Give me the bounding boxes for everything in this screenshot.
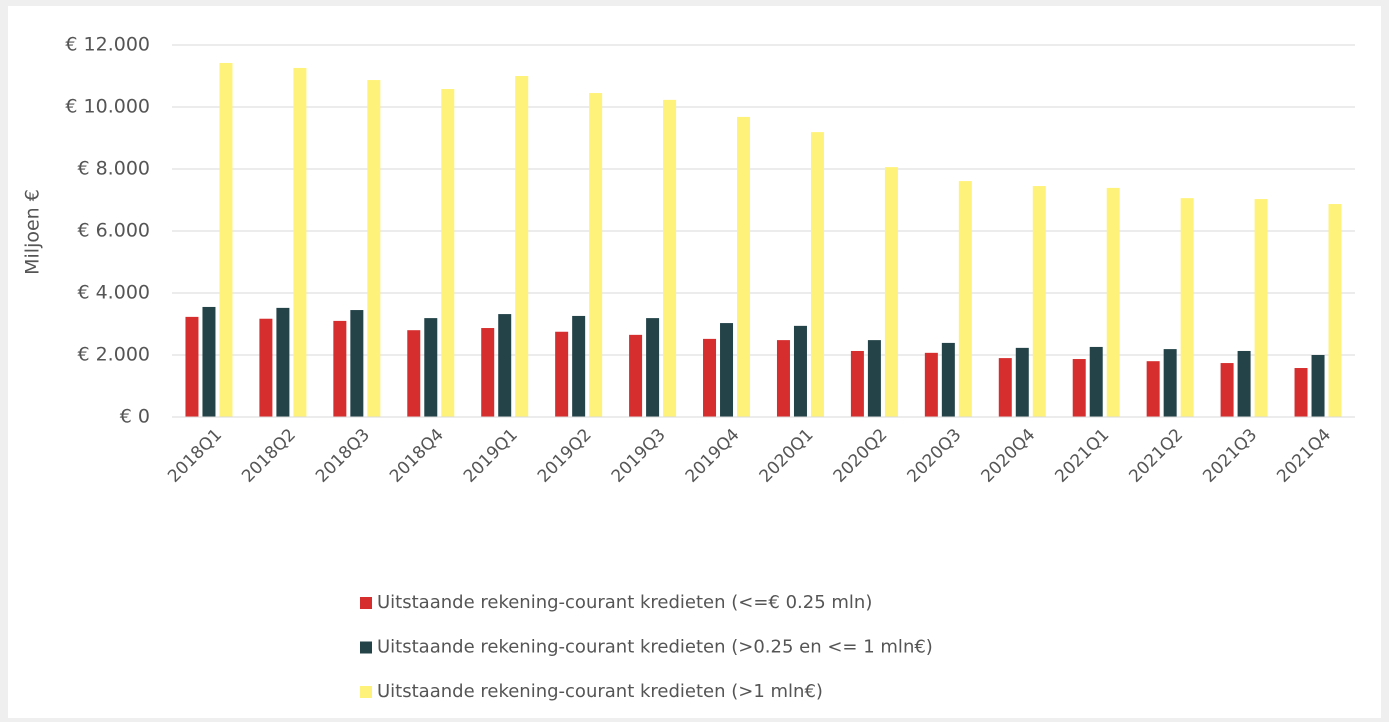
y-tick-label: € 8.000 bbox=[77, 158, 150, 180]
legend-label: Uitstaande rekening-courant kredieten (>… bbox=[377, 681, 823, 702]
bar bbox=[407, 330, 421, 417]
bar bbox=[776, 340, 790, 417]
bar bbox=[515, 76, 529, 417]
bar bbox=[867, 340, 881, 417]
bar bbox=[572, 315, 586, 417]
bar bbox=[367, 80, 381, 417]
bar bbox=[498, 314, 512, 417]
bar bbox=[1328, 204, 1342, 417]
bar bbox=[663, 99, 677, 418]
bar bbox=[555, 331, 569, 417]
bar bbox=[737, 116, 751, 418]
bar bbox=[941, 342, 955, 417]
bar bbox=[1237, 350, 1251, 417]
bar bbox=[1254, 199, 1268, 417]
legend-swatch bbox=[360, 686, 372, 698]
bar bbox=[1072, 359, 1086, 417]
bar bbox=[1089, 346, 1103, 417]
legend-label: Uitstaande rekening-courant kredieten (>… bbox=[377, 637, 933, 658]
bar bbox=[1146, 361, 1160, 417]
bar bbox=[276, 307, 290, 417]
bar bbox=[219, 62, 233, 417]
bar bbox=[441, 89, 455, 418]
y-tick-label: € 2.000 bbox=[77, 344, 150, 366]
legend-swatch bbox=[360, 641, 372, 654]
bar bbox=[1032, 186, 1046, 417]
bar bbox=[810, 132, 824, 418]
bar bbox=[185, 316, 199, 417]
bar bbox=[629, 334, 643, 417]
y-tick-label: € 12.000 bbox=[65, 34, 150, 56]
bar bbox=[703, 338, 717, 417]
bar bbox=[350, 310, 364, 417]
bar bbox=[333, 320, 347, 417]
bar bbox=[202, 306, 216, 417]
y-axis-label: Miljoen € bbox=[22, 189, 44, 275]
bar bbox=[884, 167, 898, 417]
bar bbox=[998, 358, 1012, 417]
bar bbox=[646, 318, 660, 417]
y-tick-label: € 0 bbox=[120, 406, 150, 428]
bar bbox=[293, 67, 307, 417]
bar bbox=[1180, 198, 1194, 417]
bar bbox=[481, 328, 495, 417]
bar bbox=[589, 93, 603, 418]
bar bbox=[1294, 368, 1308, 417]
bar bbox=[1311, 355, 1325, 417]
bar bbox=[1220, 363, 1234, 417]
bar bbox=[1163, 349, 1177, 417]
y-tick-label: € 10.000 bbox=[65, 96, 150, 118]
y-tick-label: € 4.000 bbox=[77, 282, 150, 304]
legend-label: Uitstaande rekening-courant kredieten (<… bbox=[377, 592, 872, 613]
bar bbox=[424, 318, 438, 417]
bar bbox=[259, 318, 273, 417]
bar bbox=[850, 350, 864, 417]
bar bbox=[1015, 347, 1029, 417]
y-tick-label: € 6.000 bbox=[77, 220, 150, 242]
bar bbox=[1106, 187, 1120, 417]
legend-swatch bbox=[360, 597, 372, 609]
bar bbox=[720, 323, 734, 417]
bar bbox=[924, 352, 938, 417]
bar bbox=[793, 325, 807, 417]
bar bbox=[958, 181, 972, 417]
